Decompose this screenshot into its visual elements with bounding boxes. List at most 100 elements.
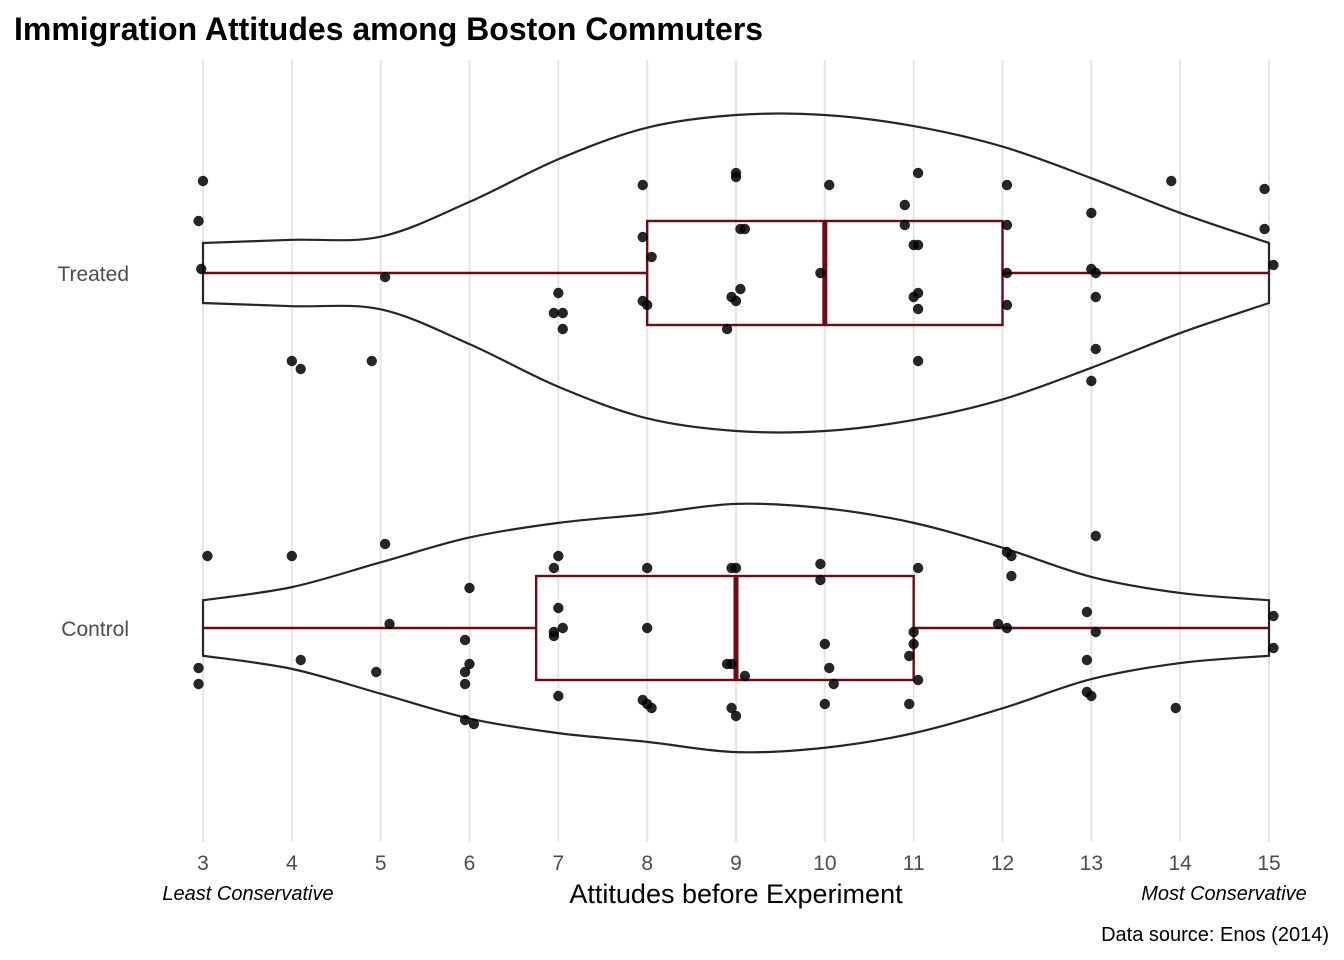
point-treated xyxy=(193,215,204,227)
point-control xyxy=(1006,550,1017,562)
point-control xyxy=(202,550,213,562)
point-treated xyxy=(721,323,733,335)
point-treated xyxy=(824,179,835,191)
point-control xyxy=(548,630,560,642)
point-control xyxy=(726,702,737,714)
point-treated xyxy=(815,267,826,279)
point-treated xyxy=(1001,267,1013,279)
point-control xyxy=(548,562,560,574)
x-tick-label: 7 xyxy=(552,852,564,875)
point-control xyxy=(739,670,751,682)
x-tick-label: 3 xyxy=(197,852,209,875)
point-control xyxy=(912,674,924,686)
point-control xyxy=(641,622,653,634)
point-treated xyxy=(286,355,298,367)
point-control xyxy=(464,658,475,670)
point-control xyxy=(908,626,919,638)
point-treated xyxy=(557,307,568,319)
point-treated xyxy=(912,355,924,367)
point-treated xyxy=(1086,207,1097,219)
x-axis-label: Attitudes before Experiment xyxy=(569,879,903,909)
point-treated xyxy=(1166,175,1177,187)
point-control xyxy=(1268,642,1279,654)
point-treated xyxy=(1090,291,1101,303)
point-control xyxy=(553,690,564,702)
point-treated xyxy=(912,167,924,179)
point-control xyxy=(721,658,733,670)
point-control xyxy=(464,582,475,594)
point-control xyxy=(908,638,919,650)
point-control xyxy=(1001,622,1013,634)
point-control xyxy=(1081,606,1093,618)
point-control xyxy=(193,662,204,674)
x-tick-label: 5 xyxy=(375,852,387,875)
point-treated xyxy=(1086,375,1097,387)
point-treated xyxy=(197,175,209,187)
right-annotation: Most Conservative xyxy=(1141,883,1307,905)
point-treated xyxy=(637,231,648,243)
point-treated xyxy=(1001,299,1013,311)
point-control xyxy=(1081,654,1093,666)
violin-control xyxy=(201,502,1271,754)
point-control xyxy=(286,550,298,562)
y-axis-labels: Treated Control xyxy=(57,263,129,641)
point-control xyxy=(824,662,835,674)
point-control xyxy=(730,710,742,722)
point-control xyxy=(1006,570,1017,582)
x-tick-label: 9 xyxy=(730,852,742,875)
point-control xyxy=(459,678,471,690)
x-tick-label: 14 xyxy=(1168,852,1192,875)
point-control xyxy=(641,562,653,574)
point-control xyxy=(371,666,382,678)
point-treated xyxy=(196,263,207,275)
point-treated xyxy=(1259,223,1270,235)
point-control xyxy=(646,702,657,714)
caption: Data source: Enos (2014) xyxy=(1101,924,1329,946)
point-control xyxy=(904,698,915,710)
point-control xyxy=(295,654,306,666)
point-control xyxy=(553,550,564,562)
x-tick-label: 4 xyxy=(286,852,298,875)
point-treated xyxy=(641,299,653,311)
x-axis-ticks: 3 4 5 6 7 8 9 10 11 12 13 14 15 xyxy=(197,852,1281,875)
point-treated xyxy=(1259,183,1270,195)
point-treated xyxy=(730,167,742,179)
point-control xyxy=(828,678,839,690)
point-control xyxy=(819,638,831,650)
point-treated xyxy=(548,307,560,319)
point-control xyxy=(553,602,564,614)
x-tick-label: 6 xyxy=(464,852,476,875)
point-treated xyxy=(1268,259,1279,271)
point-treated xyxy=(912,239,924,251)
point-treated xyxy=(646,251,657,263)
y-label-control: Control xyxy=(61,618,129,641)
y-label-treated: Treated xyxy=(57,263,129,286)
point-control xyxy=(1268,610,1279,622)
point-treated xyxy=(912,303,924,315)
chart-title: Immigration Attitudes among Boston Commu… xyxy=(14,11,763,47)
point-treated xyxy=(1090,267,1101,279)
data-points xyxy=(193,167,1279,730)
point-treated xyxy=(1001,179,1013,191)
point-control xyxy=(912,562,924,574)
point-control xyxy=(815,558,826,570)
point-treated xyxy=(553,287,564,299)
x-tick-label: 8 xyxy=(641,852,653,875)
point-control xyxy=(904,650,915,662)
violin-treated xyxy=(201,112,1271,434)
x-tick-label: 12 xyxy=(991,852,1014,875)
x-tick-label: 13 xyxy=(1080,852,1103,875)
x-tick-label: 15 xyxy=(1257,852,1280,875)
point-treated xyxy=(557,323,568,335)
point-treated xyxy=(899,219,910,231)
point-control xyxy=(459,634,471,646)
point-control xyxy=(459,714,471,726)
point-treated xyxy=(1090,343,1101,355)
x-tick-label: 11 xyxy=(903,852,925,875)
point-control xyxy=(1170,702,1181,714)
point-control xyxy=(193,678,204,690)
point-treated xyxy=(295,363,306,375)
point-control xyxy=(379,538,391,550)
point-treated xyxy=(1001,219,1013,231)
